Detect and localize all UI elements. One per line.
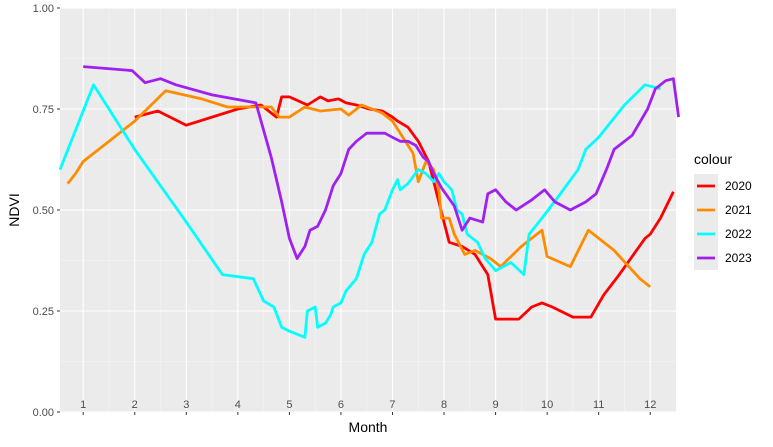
- x-tick-label: 2: [132, 399, 138, 411]
- x-tick-label: 9: [493, 399, 499, 411]
- x-tick-label: 6: [338, 399, 344, 411]
- legend-label-2022: 2022: [725, 227, 752, 241]
- y-tick-label: 1.00: [33, 3, 54, 15]
- x-tick-label: 5: [286, 399, 292, 411]
- legend-label-2020: 2020: [725, 179, 752, 193]
- x-tick-label: 12: [644, 399, 656, 411]
- series-line-2022: [58, 83, 661, 339]
- x-tick-label: 4: [235, 399, 241, 411]
- legend-title: colour: [694, 151, 732, 167]
- x-tick-label: 1: [80, 399, 86, 411]
- series-line-2021: [66, 89, 652, 288]
- legend-label-2023: 2023: [725, 251, 752, 265]
- x-tick-label: 3: [183, 399, 189, 411]
- y-tick-label: 0.25: [33, 306, 54, 318]
- x-tick-label: 10: [541, 399, 553, 411]
- x-axis-title: Month: [349, 419, 388, 435]
- y-tick-label: 0.00: [33, 407, 54, 419]
- x-tick-label: 7: [389, 399, 395, 411]
- x-tick-label: 11: [593, 399, 604, 411]
- y-tick-label: 0.75: [33, 104, 54, 116]
- series-line-2023: [83, 65, 680, 260]
- y-tick-label: 0.50: [33, 205, 54, 217]
- legend-label-2021: 2021: [725, 203, 752, 217]
- x-tick-label: 8: [441, 399, 447, 411]
- y-axis-title: NDVI: [6, 193, 22, 226]
